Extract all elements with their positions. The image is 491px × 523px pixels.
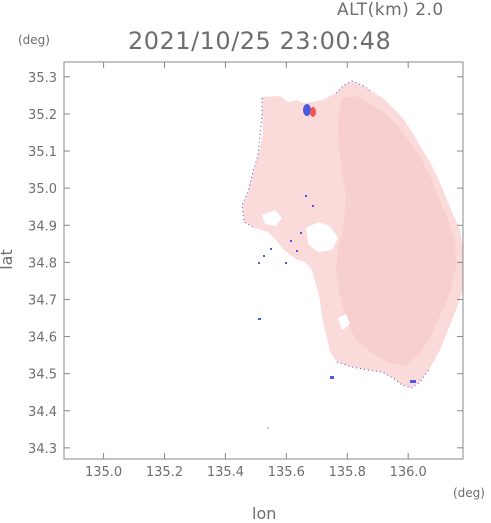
- x-axis-title: lon: [252, 504, 277, 523]
- x-tick-label: 135.4: [207, 465, 244, 480]
- x-axis-ticks: 135.0 135.2 135.4 135.6 135.8 136.0: [85, 62, 427, 480]
- y-tick-label: 34.9: [28, 219, 57, 234]
- echo-gap-small: [338, 314, 350, 330]
- y-axis-ticks: 35.3 35.2 35.1 35.0 34.9 34.8 34.7 34.6 34.5 34.4…: [28, 71, 463, 457]
- echo-cell-blue: [303, 104, 311, 116]
- echo-scatter-blue: [258, 195, 416, 383]
- radar-echo-field: [241, 80, 463, 429]
- y-tick-label: 35.0: [28, 182, 57, 197]
- echo-region-core: [336, 96, 456, 366]
- y-tick-label: 34.3: [28, 442, 57, 457]
- y-tick-label: 34.5: [28, 368, 57, 383]
- echo-gap-west: [262, 210, 282, 226]
- echo-fringe-blue-north: [335, 80, 373, 94]
- x-tick-label: 135.2: [146, 465, 183, 480]
- datetime-title: 2021/10/25 23:00:48: [128, 27, 392, 55]
- y-tick-label: 35.3: [28, 71, 57, 86]
- y-tick-label: 34.7: [28, 293, 57, 308]
- y-tick-label: 34.6: [28, 331, 57, 346]
- x-axis-unit: (deg): [453, 486, 485, 500]
- plot-frame: [63, 61, 464, 460]
- y-axis-unit: (deg): [18, 33, 50, 47]
- x-tick-label: 135.6: [268, 465, 305, 480]
- x-tick-label: 135.0: [85, 465, 122, 480]
- y-tick-label: 34.8: [28, 256, 57, 271]
- echo-fringe-blue-west: [241, 98, 263, 229]
- y-tick-label: 35.1: [28, 145, 57, 160]
- echo-gap-bay: [306, 222, 338, 252]
- echo-cell-red: [310, 107, 316, 117]
- altitude-label: ALT(km) 2.0: [337, 0, 444, 20]
- y-tick-label: 34.4: [28, 405, 57, 420]
- x-tick-label: 135.8: [329, 465, 366, 480]
- echo-speck: [267, 427, 269, 429]
- y-tick-label: 35.2: [28, 108, 57, 123]
- x-tick-label: 136.0: [390, 465, 427, 480]
